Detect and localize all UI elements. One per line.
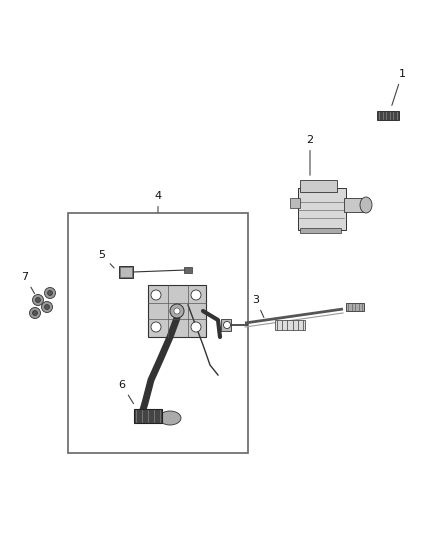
Circle shape [42, 302, 53, 312]
Circle shape [191, 290, 201, 300]
Ellipse shape [159, 411, 181, 425]
Ellipse shape [360, 197, 372, 213]
Circle shape [191, 322, 201, 332]
Text: 7: 7 [21, 272, 35, 294]
Circle shape [223, 321, 230, 328]
Circle shape [45, 287, 56, 298]
Text: 2: 2 [307, 135, 314, 175]
Circle shape [29, 308, 40, 319]
Bar [119, 266, 133, 278]
Bar [346, 303, 364, 311]
Bar [290, 198, 300, 208]
Bar [300, 228, 341, 233]
Circle shape [32, 295, 43, 305]
Circle shape [170, 304, 184, 318]
Circle shape [151, 322, 161, 332]
Circle shape [47, 290, 53, 295]
Bar [298, 188, 346, 230]
Text: 3: 3 [252, 295, 264, 318]
Circle shape [151, 290, 161, 300]
Text: 1: 1 [392, 69, 406, 106]
Text: 4: 4 [155, 191, 162, 212]
Bar [134, 409, 162, 423]
Bar [68, 213, 248, 453]
Bar [275, 320, 305, 330]
Text: 6: 6 [119, 380, 134, 403]
Bar [148, 285, 206, 337]
Bar [377, 110, 399, 119]
Bar [120, 267, 132, 277]
Circle shape [32, 311, 38, 316]
Text: 5: 5 [99, 250, 114, 268]
Circle shape [35, 297, 40, 303]
Circle shape [174, 308, 180, 314]
Circle shape [45, 304, 49, 310]
Bar [300, 180, 337, 192]
Bar [344, 198, 366, 212]
Bar [184, 267, 192, 273]
Bar [221, 319, 231, 331]
